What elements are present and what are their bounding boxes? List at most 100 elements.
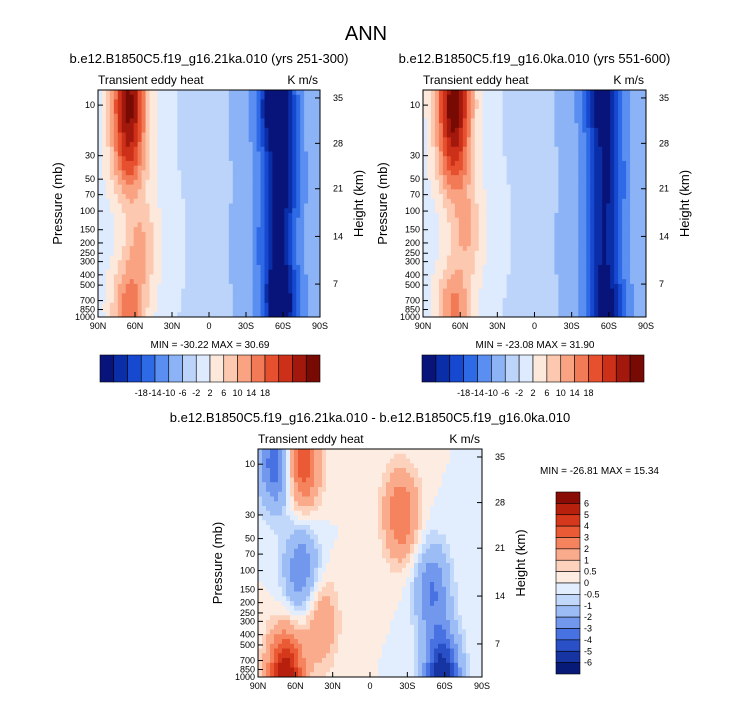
field-cell <box>482 246 488 252</box>
field-cell <box>538 312 543 318</box>
field-cell <box>141 118 146 124</box>
field-cell <box>558 264 563 271</box>
field-cell <box>542 203 547 209</box>
field-cell <box>185 231 190 238</box>
field-cell <box>434 231 440 238</box>
field-cell <box>173 146 178 152</box>
field-cell <box>201 255 206 261</box>
field-cell <box>133 94 139 100</box>
field-cell <box>201 307 206 313</box>
field-cell <box>240 217 246 223</box>
field-cell <box>498 302 504 308</box>
field-cell <box>205 127 210 133</box>
field-cell <box>109 269 115 275</box>
field-cell <box>232 118 238 124</box>
field-cell <box>197 104 202 110</box>
field-cell <box>268 132 273 138</box>
field-cell <box>582 198 587 204</box>
field-cell <box>181 137 186 143</box>
field-cell <box>177 132 182 138</box>
field-cell <box>498 298 504 304</box>
field-cell <box>554 203 559 209</box>
field-cell <box>121 227 127 233</box>
field-cell <box>232 184 238 190</box>
field-cell <box>149 175 154 181</box>
field-cell <box>165 307 170 313</box>
field-cell <box>284 127 289 133</box>
field-cell <box>244 231 250 238</box>
field-cell <box>288 165 293 171</box>
field-cell <box>502 104 508 110</box>
field-cell <box>506 99 512 105</box>
y-tick-label: 30 <box>85 151 95 161</box>
field-cell <box>98 241 103 247</box>
field-cell <box>220 179 226 185</box>
field-cell <box>442 160 448 167</box>
field-cell <box>514 283 519 290</box>
field-cell <box>272 132 277 138</box>
field-cell <box>276 132 281 138</box>
field-cell <box>300 123 305 129</box>
field-cell <box>594 137 599 143</box>
field-cell <box>197 246 202 252</box>
field-cell <box>240 222 246 228</box>
field-cell <box>498 137 504 143</box>
field-cell <box>312 99 317 105</box>
field-cell <box>161 255 166 261</box>
field-cell <box>574 298 579 304</box>
field-cell <box>276 118 281 124</box>
field-cell <box>117 222 123 228</box>
field-cell <box>550 260 555 266</box>
field-cell <box>438 194 444 200</box>
field-cell <box>514 274 519 280</box>
field-cell <box>574 260 579 266</box>
field-cell <box>466 279 472 285</box>
field-cell <box>288 302 293 308</box>
field-cell <box>578 108 583 115</box>
field-cell <box>446 94 452 100</box>
field-cell <box>220 231 226 238</box>
field-cell <box>288 260 293 266</box>
field-cell <box>558 146 563 152</box>
field-cell <box>157 142 162 148</box>
field-cell <box>165 288 170 294</box>
field-cell <box>490 179 496 185</box>
field-cell <box>300 165 305 171</box>
field-cell <box>177 113 182 119</box>
field-cell <box>185 127 190 133</box>
field-cell <box>280 231 285 238</box>
field-cell <box>109 227 115 233</box>
field-cell <box>458 160 464 167</box>
field-cell <box>454 307 460 313</box>
field-cell <box>288 123 293 129</box>
field-cell <box>423 246 428 252</box>
field-cell <box>98 160 103 167</box>
field-cell <box>454 312 460 318</box>
field-cell <box>582 269 587 275</box>
field-cell <box>534 194 539 200</box>
field-cell <box>284 203 289 209</box>
field-cell <box>530 217 535 223</box>
field-cell <box>216 288 222 294</box>
field-cell <box>574 312 579 318</box>
field-cell <box>462 132 468 138</box>
field-cell <box>566 264 571 271</box>
contour-field <box>98 90 321 318</box>
field-cell <box>181 274 186 280</box>
field-cell <box>165 231 170 238</box>
field-cell <box>586 250 591 256</box>
field-cell <box>538 170 543 176</box>
field-cell <box>161 104 166 110</box>
field-cell <box>220 227 226 233</box>
field-cell <box>300 175 305 181</box>
field-cell <box>212 241 218 247</box>
field-cell <box>105 142 111 148</box>
field-cell <box>209 269 214 275</box>
field-cell <box>423 198 428 204</box>
field-cell <box>212 302 218 308</box>
field-cell <box>466 99 472 105</box>
field-cell <box>228 179 234 185</box>
field-cell <box>494 293 500 299</box>
field-cell <box>602 208 607 214</box>
field-cell <box>454 231 460 238</box>
